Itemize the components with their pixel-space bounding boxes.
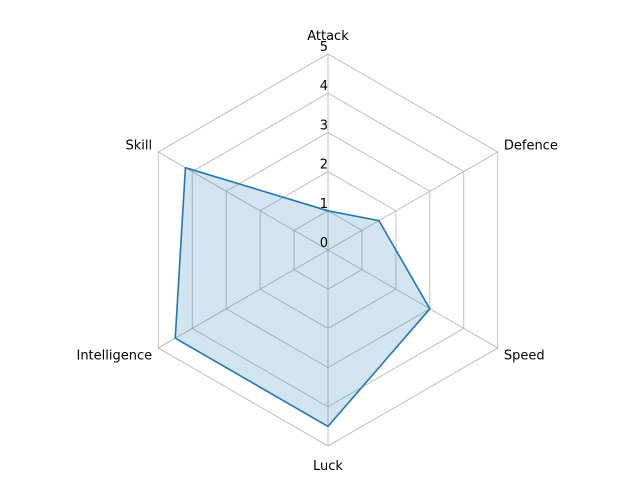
grid	[157, 53, 499, 447]
radial-tick-label-2: 2	[320, 158, 328, 173]
category-label-defence: Defence	[504, 139, 558, 154]
radial-tick-labels: 0 1 2 3 4 5	[320, 40, 328, 251]
category-label-intelligence: Intelligence	[76, 349, 152, 364]
category-label-speed: Speed	[504, 349, 545, 364]
series-area	[175, 167, 430, 427]
category-label-skill: Skill	[126, 139, 153, 154]
series-layer	[174, 166, 431, 428]
spoke-intelligence	[158, 249, 329, 349]
category-labels: Attack Defence Speed Luck Intelligence Skill	[76, 29, 557, 474]
spoke-defence	[327, 151, 498, 251]
series-line	[174, 166, 431, 428]
radial-tick-label-0: 0	[320, 236, 328, 251]
radial-tick-label-5: 5	[320, 40, 328, 55]
category-label-attack: Attack	[307, 29, 349, 44]
spoke-speed	[327, 249, 498, 349]
radial-tick-label-1: 1	[320, 197, 328, 212]
radial-tick-label-4: 4	[320, 79, 328, 94]
category-label-luck: Luck	[313, 459, 343, 474]
radial-tick-label-3: 3	[320, 118, 328, 133]
